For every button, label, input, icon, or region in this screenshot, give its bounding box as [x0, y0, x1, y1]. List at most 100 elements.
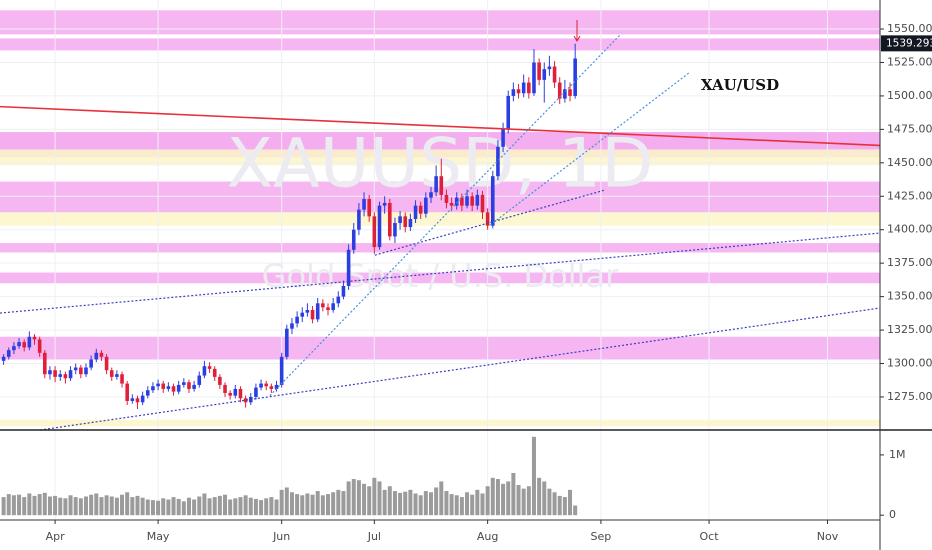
- candle-body: [403, 216, 408, 228]
- volume-bar: [22, 497, 27, 516]
- volume-bar: [367, 486, 372, 516]
- candle-body: [279, 356, 284, 385]
- candle-body: [439, 176, 444, 195]
- candle-body: [377, 205, 382, 248]
- y-tick-label: 1400.000: [887, 223, 932, 236]
- candle-body: [315, 303, 320, 320]
- volume-bar: [336, 489, 341, 516]
- volume-bar: [377, 481, 382, 516]
- candle-body: [32, 336, 37, 340]
- candle-body: [285, 328, 289, 357]
- x-tick-label: Apr: [46, 530, 66, 543]
- candle-body: [94, 352, 99, 360]
- candle-body: [552, 66, 557, 83]
- volume-bar: [47, 496, 52, 516]
- candle-body: [573, 58, 577, 96]
- candle-body: [202, 366, 207, 376]
- candle-body: [336, 296, 341, 304]
- volume-bar: [243, 495, 248, 516]
- x-tick-label: Sep: [591, 530, 612, 543]
- candle-body: [341, 285, 346, 297]
- volume-bar: [573, 505, 578, 516]
- zone: [0, 10, 880, 35]
- volume-bar: [99, 497, 104, 516]
- candle-body: [17, 342, 21, 347]
- volume-bar: [320, 495, 325, 516]
- y-tick-label: 1450.000: [887, 156, 932, 169]
- candle-body: [424, 197, 428, 214]
- volume-bar: [68, 495, 73, 516]
- candle-body: [408, 219, 413, 228]
- volume-bar: [233, 498, 238, 516]
- volume-bar: [186, 497, 191, 516]
- volume-bar: [346, 481, 351, 516]
- candle-body: [449, 202, 454, 206]
- volume-bar: [403, 491, 408, 516]
- candle-body: [357, 209, 361, 230]
- candle-body: [460, 197, 464, 206]
- candle-body: [290, 323, 294, 329]
- volume-bar: [392, 491, 397, 516]
- volume-bar: [459, 497, 464, 516]
- candle-body: [465, 196, 469, 206]
- volume-bar: [279, 489, 284, 516]
- volume-bar: [53, 495, 58, 516]
- candle-body: [192, 384, 196, 389]
- volume-bar: [310, 494, 315, 516]
- candle-body: [362, 198, 366, 210]
- candle-body: [120, 374, 124, 384]
- volume-bar: [542, 481, 547, 516]
- y-tick-label: 1350.000: [887, 290, 932, 303]
- candle-body: [470, 196, 474, 206]
- volume-bar: [562, 497, 567, 516]
- zone: [0, 38, 880, 51]
- volume-bar: [58, 497, 63, 516]
- volume-bar: [362, 483, 367, 516]
- volume-bar: [156, 500, 161, 516]
- volume-bar: [1, 497, 6, 516]
- volume-bar: [27, 493, 32, 516]
- candle-body: [243, 398, 248, 403]
- x-tick-label: Nov: [817, 530, 839, 543]
- candle-body: [135, 398, 140, 403]
- candle-body: [516, 89, 521, 94]
- volume-bar: [223, 494, 228, 516]
- candle-body: [372, 216, 377, 248]
- annotation: XAU/USD: [701, 76, 779, 94]
- volume-bar: [114, 497, 119, 516]
- trend-line: [0, 105, 881, 147]
- volume-bar: [171, 497, 176, 516]
- y-tick-label: 1425.000: [887, 189, 932, 202]
- volume-bar: [166, 499, 171, 516]
- volume-bar: [253, 498, 258, 516]
- candle-body: [537, 62, 541, 80]
- candle-body: [53, 370, 57, 377]
- volume-bar: [89, 494, 94, 516]
- volume-bar: [295, 494, 300, 516]
- volume-bar: [120, 494, 125, 516]
- zone: [0, 243, 880, 253]
- candle-body: [300, 312, 305, 317]
- volume-bar: [398, 492, 403, 516]
- candle-body: [346, 249, 351, 286]
- volume-bar: [418, 495, 423, 516]
- volume-bar: [109, 496, 114, 516]
- candle-body: [418, 205, 423, 214]
- volume-bar: [145, 499, 150, 516]
- last-price-box: [881, 35, 932, 52]
- volume-bar: [351, 479, 356, 516]
- volume-bar: [161, 498, 166, 516]
- volume-bar: [439, 481, 444, 516]
- volume-bar: [495, 479, 500, 516]
- x-tick-label: May: [147, 530, 170, 543]
- volume-bar: [274, 499, 279, 516]
- candle-body: [140, 395, 145, 403]
- candle-body: [321, 303, 325, 308]
- volume-bar: [331, 492, 336, 516]
- candle-body: [151, 386, 155, 391]
- y2-tick-label: 1M: [889, 448, 906, 461]
- volume-bar: [449, 494, 454, 516]
- last-price-label: 1539.293: [886, 37, 932, 49]
- candle-body: [109, 370, 114, 377]
- candle-body: [12, 346, 16, 351]
